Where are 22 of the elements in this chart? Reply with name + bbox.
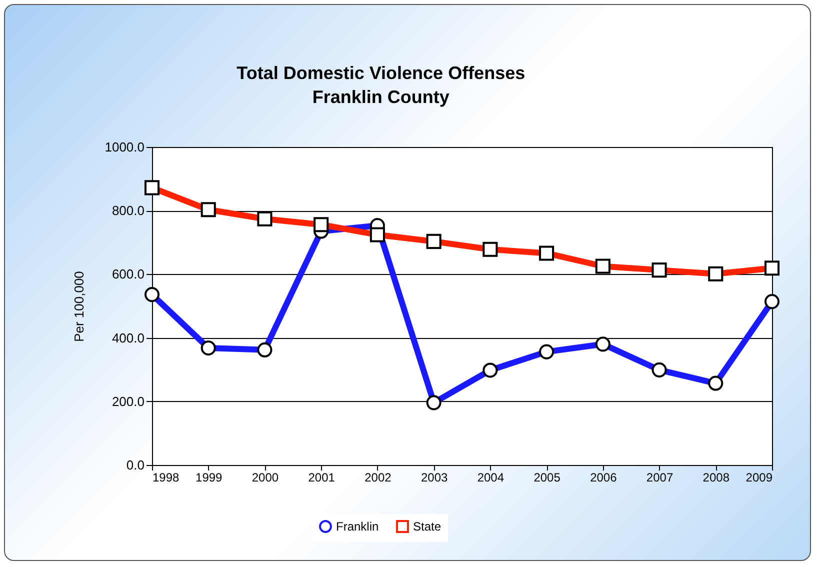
legend-label: State	[413, 520, 442, 534]
x-tick-label: 2002	[364, 470, 392, 484]
x-tick-label: 2007	[646, 470, 674, 484]
y-tick-label: 1000.0	[104, 140, 144, 154]
chart-title: Total Domestic Violence Offenses Franklin County	[236, 63, 526, 107]
y-tick-label: 400.0	[112, 330, 144, 346]
x-tick-label: 2001	[308, 470, 336, 484]
legend-label: Franklin	[336, 520, 379, 534]
x-tick-label: 2000	[252, 470, 279, 484]
y-tick-label: 200.0	[112, 394, 144, 409]
y-axis-title: Per 100,000	[72, 271, 87, 342]
y-tick-label: 600.0	[112, 266, 144, 282]
x-tick-label: 2004	[477, 470, 504, 484]
x-tick-label: 2003	[420, 470, 448, 484]
x-tick-label: 1999	[196, 470, 223, 484]
y-tick-label: 0.0	[126, 458, 144, 472]
x-tick-label: 2009	[746, 470, 773, 484]
x-tick-label: 1998	[152, 470, 180, 484]
x-tick-label: 2005	[534, 470, 561, 484]
y-tick-label: 800.0	[112, 203, 144, 218]
x-tick-label: 2008	[702, 470, 730, 484]
x-tick-label: 2006	[590, 470, 618, 484]
